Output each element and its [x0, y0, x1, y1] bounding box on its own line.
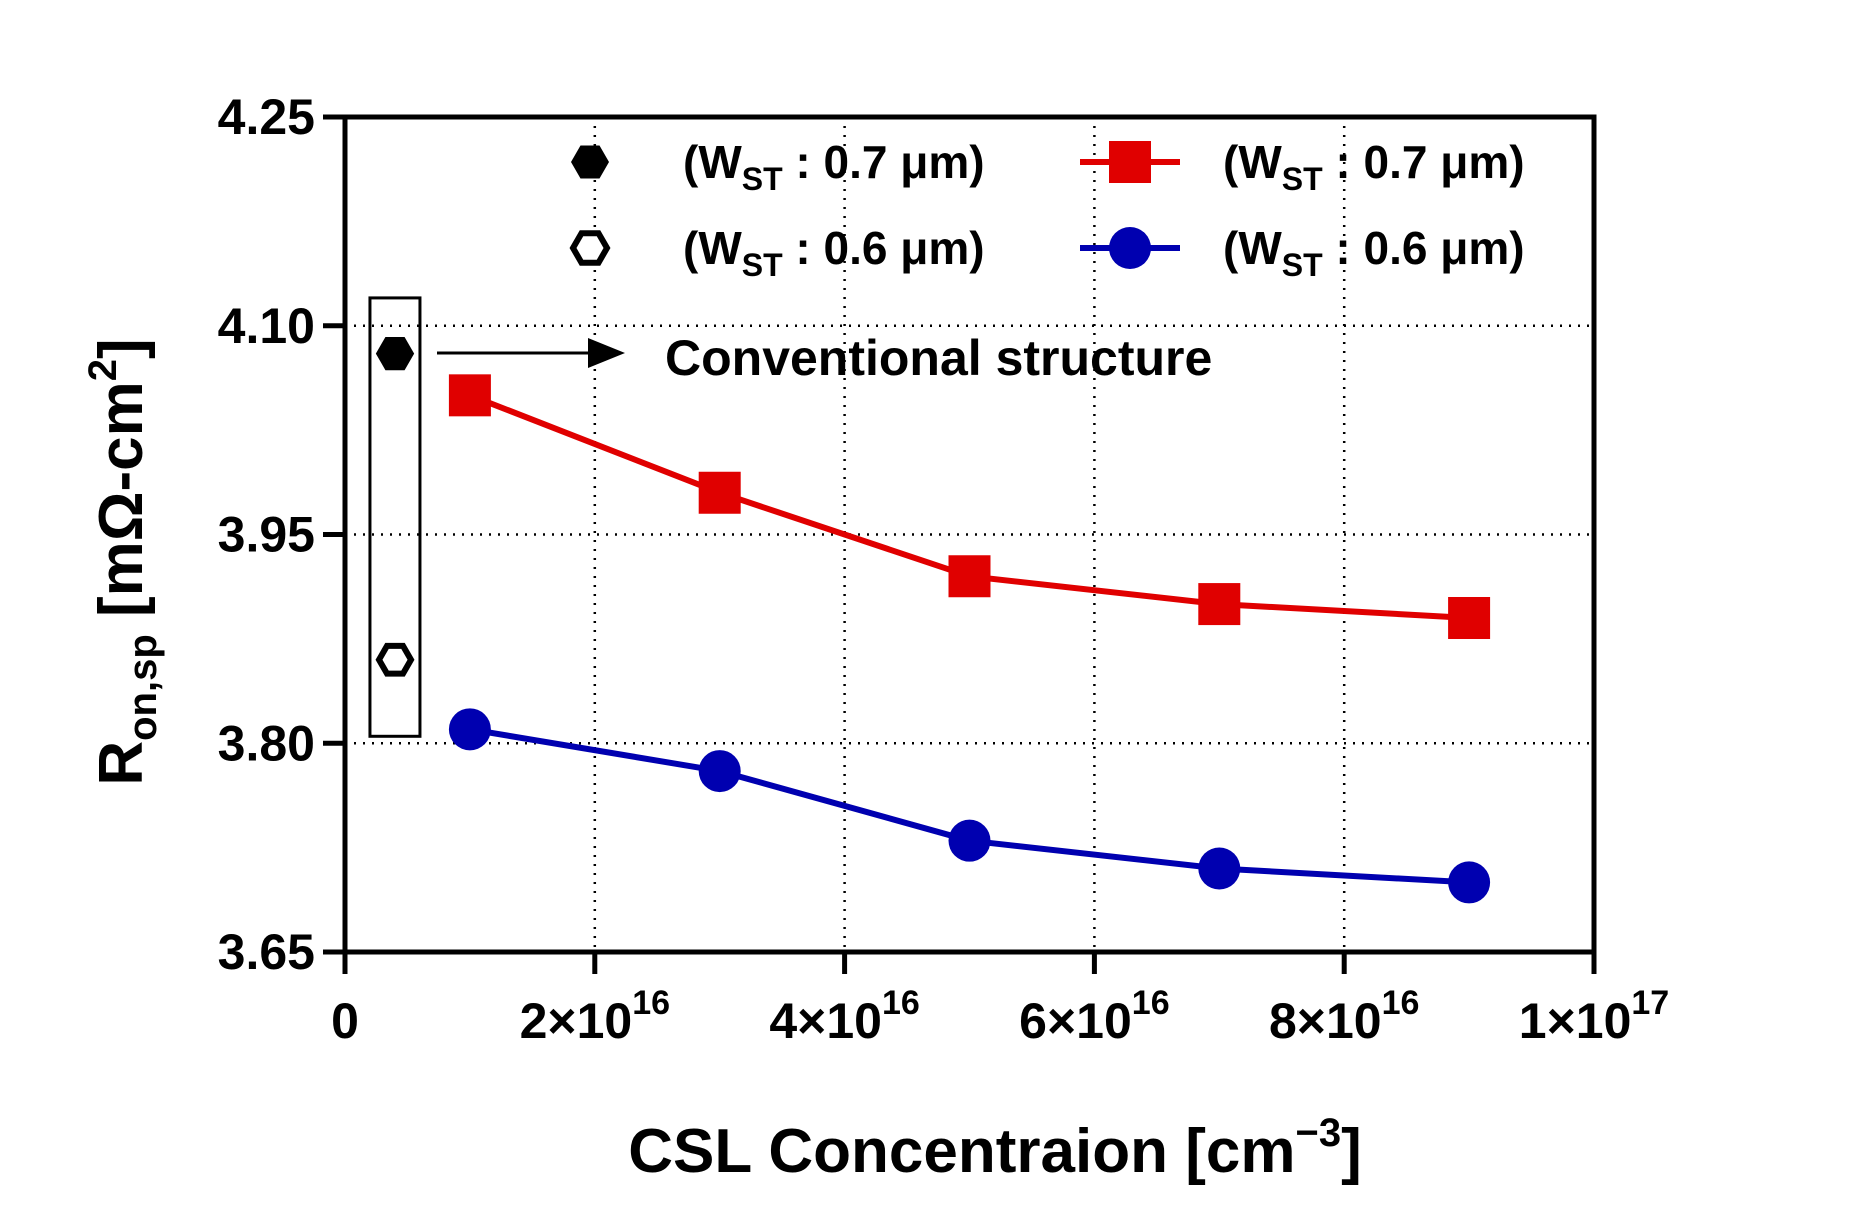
legend-item-4: (WST : 0.6 μm) — [1080, 222, 1525, 283]
legend-red-square-icon — [1109, 141, 1151, 183]
legend-label: (WST : 0.6 μm) — [683, 222, 985, 283]
legend-label: (WST : 0.6 μm) — [1223, 222, 1525, 283]
x-tick-label: 6×1016 — [1019, 984, 1169, 1049]
y-axis-title-subscript: on,sp — [121, 634, 165, 741]
x-tick-label: 1×1017 — [1519, 984, 1669, 1049]
annotation-conventional-structure: Conventional structure — [665, 330, 1212, 386]
legend-filled-hexagon-icon — [571, 145, 609, 179]
data-point-square — [448, 374, 491, 417]
y-tick-label: 4.10 — [218, 298, 315, 354]
conventional-structure-box — [368, 296, 422, 738]
data-point-square — [698, 471, 741, 514]
conventional-point-filled-hexagon — [375, 337, 415, 371]
y-tick-label: 4.25 — [218, 89, 315, 145]
x-tick-label: 0 — [331, 993, 359, 1049]
x-axis-title-exponent: −3 — [1295, 1111, 1341, 1155]
conventional-point-open-hexagon — [375, 642, 415, 677]
y-tick-label: 3.65 — [218, 924, 315, 980]
data-point-square — [948, 555, 991, 598]
legend-label: (WST : 0.7 μm) — [1223, 136, 1525, 197]
data-point-circle — [1448, 861, 1491, 904]
legend-item-3: (WST : 0.7 μm) — [1080, 136, 1525, 197]
legend: (WST : 0.7 μm) (WST : 0.6 μm) (WST : 0.7 μ… — [569, 136, 1525, 283]
data-point-circle — [948, 819, 991, 862]
series-group — [448, 374, 1491, 904]
axes: 0 2×1016 4×1016 6×1016 8×1016 1×1017 3.65 3.80 3… — [218, 89, 1670, 1049]
legend-open-hexagon-icon — [569, 230, 611, 266]
legend-item-2: (WST : 0.6 μm) — [569, 222, 985, 283]
y-axis-title-exponent: 2 — [81, 359, 125, 381]
data-point-square — [1198, 583, 1241, 626]
data-point-circle — [448, 708, 491, 751]
legend-item-1: (WST : 0.7 μm) — [571, 136, 985, 197]
legend-blue-circle-icon — [1109, 227, 1151, 269]
y-tick-label: 3.80 — [218, 715, 315, 771]
data-point-circle — [698, 750, 741, 793]
y-tick-label: 3.95 — [218, 507, 315, 563]
data-point-circle — [1198, 847, 1241, 890]
x-axis-title: CSL Concentraion [cm−3] — [628, 1111, 1361, 1186]
legend-label: (WST : 0.7 μm) — [683, 136, 985, 197]
y-axis-title: Ron,sp [mΩ-cm2] — [81, 338, 165, 785]
x-tick-label: 8×1016 — [1269, 984, 1419, 1049]
conventional-structure-group — [368, 296, 625, 738]
x-tick-label: 4×1016 — [769, 984, 919, 1049]
data-point-square — [1448, 597, 1491, 639]
annotation-arrow-head — [588, 338, 625, 368]
x-tick-label: 2×1016 — [520, 984, 670, 1049]
